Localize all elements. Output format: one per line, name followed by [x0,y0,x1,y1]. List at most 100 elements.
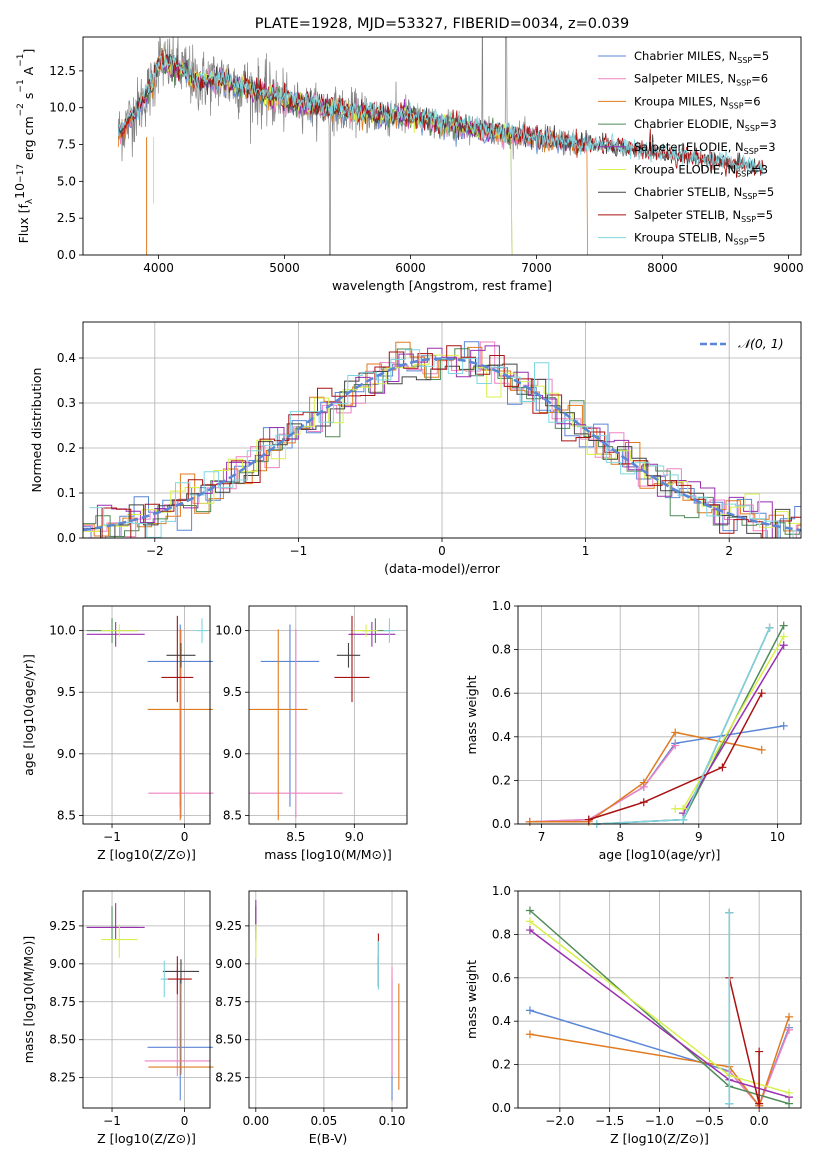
mass_weight_vs_Z-axes: −2.0 −1.5 −1.0 −0.5 0.0 0.0 0.2 0.4 0.6 0.8 1.0 Z [… [464,884,801,1146]
legend-n: , N [720,72,736,86]
y-tick-label: 0.2 [492,1058,511,1072]
legend-name: Kroupa ELODIE [634,163,720,177]
legend-name: Salpeter ELODIE [634,140,728,154]
point-marker [779,721,788,730]
y-axis-label-part: −2 [16,103,26,116]
y-tick-label: 10.0 [215,624,242,638]
legend-nssp: 5 [762,49,769,63]
point-marker [679,804,688,813]
legend-name: Salpeter STELIB [634,208,725,222]
legend-eq: = [752,49,762,63]
legend-eq: = [756,208,766,222]
y-tick-label: 0.4 [492,1014,511,1028]
legend-sub: SSP [737,56,752,65]
legend-sub: SSP [729,101,744,110]
y-tick-label: 0.2 [492,773,511,787]
y-tick-label: 0.0 [492,1101,511,1115]
legend-name: Salpeter MILES [634,72,720,86]
legend-n: , N [728,140,744,154]
histogram-kroupa_elodie [84,354,801,532]
y-tick-label: 8.50 [49,1033,76,1047]
x-tick-label: 9 [695,830,703,844]
legend-n: , N [720,163,736,177]
y-tick-label: 9.25 [49,919,76,933]
y-tick-label: 2.5 [57,211,76,225]
legend-eq: = [749,231,759,245]
legend-label: Kroupa ELODIE, NSSP=3 [634,163,768,179]
series-line-salpeter_elodie [682,644,785,814]
legend-sub: SSP [745,124,760,133]
y-axis-label-part: s [21,93,36,104]
y-axis-label-part: A [21,66,36,79]
x-tick-label: 0 [181,830,189,844]
legend-name: Kroupa MILES [634,94,713,108]
histogram-kroupa_miles [83,341,801,537]
age_vs_mass-points [249,615,396,821]
point-marker [725,908,734,917]
legend-label: Kroupa STELIB, NSSP=5 [634,231,766,247]
point-marker [525,926,534,935]
y-tick-label: 9.0 [223,747,242,761]
y-axis-label: mass [log10(M/M⊙)] [21,936,36,1064]
y-tick-label: 9.25 [215,919,242,933]
x-tick-label: 0.05 [311,1114,338,1128]
y-tick-label: 12.5 [49,64,76,78]
mass_vs_Z-frame [82,890,211,1109]
y-axis-label-part: −1 [16,79,26,92]
y-axis-label-part: erg cm [21,116,36,164]
legend-eq: = [759,140,769,154]
point-marker [779,641,788,650]
y-axis-label-part: 10 [12,183,27,199]
point-marker [765,623,774,632]
y-tick-label: 0.8 [492,643,511,657]
age_vs_Z-points [86,615,214,821]
legend-sub: SSP [736,170,751,179]
y-axis-label-part: Flux [f [16,204,31,244]
x-tick-label: 0.0 [750,1114,769,1128]
legend-label: Chabrier MILES, NSSP=5 [634,49,769,65]
legend-label: Salpeter MILES, NSSP=6 [634,72,768,88]
y-tick-label: 0.0 [57,531,76,545]
age_vs_mass-frame [248,605,408,825]
normal-curve [82,357,802,532]
legend-nssp: 5 [767,185,774,199]
chart-title: PLATE=1928, MJD=53327, FIBERID=0034, z=0… [255,16,629,32]
x-tick-label: −1.5 [595,1114,624,1128]
y-axis-label: Flux [fλ10−17 erg cm−2 s−1 A−1] [12,49,36,244]
legend-eq: = [744,94,754,108]
y-tick-label: 0.1 [57,486,76,500]
legend-label: 𝒩(0, 1) [738,336,784,351]
x-tick-label: 1 [582,544,590,558]
y-tick-label: 0.6 [492,686,511,700]
point-marker [755,1047,764,1056]
x-tick-label: 2 [725,544,733,558]
mass_vs_ebv-frame [248,890,408,1109]
point-marker [718,763,727,772]
y-tick-label: 9.5 [223,685,242,699]
x-tick-label: 4000 [143,261,174,275]
x-axis-label: E(B-V) [309,1131,348,1146]
point-marker [785,1012,794,1021]
x-tick-label: 7000 [521,261,552,275]
y-tick-label: 8.5 [223,808,242,822]
mass_vs_ebv-axes: 0.00 0.05 0.10 8.25 8.50 8.75 9.00 9.25 E(B-V) [215,891,407,1146]
legend-label: Kroupa MILES, NSSP=6 [634,94,761,110]
x-tick-label: −2 [146,544,164,558]
legend-eq: = [751,163,761,177]
age_vs_Z-axes: −1 0 8.5 9.0 9.5 10.0 Z [log10(Z/Z⊙)] age [log1… [21,606,210,862]
point-marker [679,815,688,824]
y-axis-label: mass weight [464,675,479,754]
legend-name: Chabrier MILES [634,49,721,63]
y-tick-label: 0.4 [57,351,76,365]
legend-nssp: 3 [768,140,775,154]
x-axis-label: Z [log10(Z/Z⊙)] [610,1131,709,1146]
x-tick-label: −1.0 [645,1114,674,1128]
series-line-salpeter_miles [529,745,676,823]
legend-label: Salpeter ELODIE, NSSP=3 [634,140,776,156]
mass_weight_vs_age-lines [525,621,788,828]
histogram-chabrier_stelib [86,363,801,539]
x-tick-label: 7 [538,830,546,844]
x-tick-label: 0.10 [379,1114,406,1128]
residuals-frame [82,321,802,539]
